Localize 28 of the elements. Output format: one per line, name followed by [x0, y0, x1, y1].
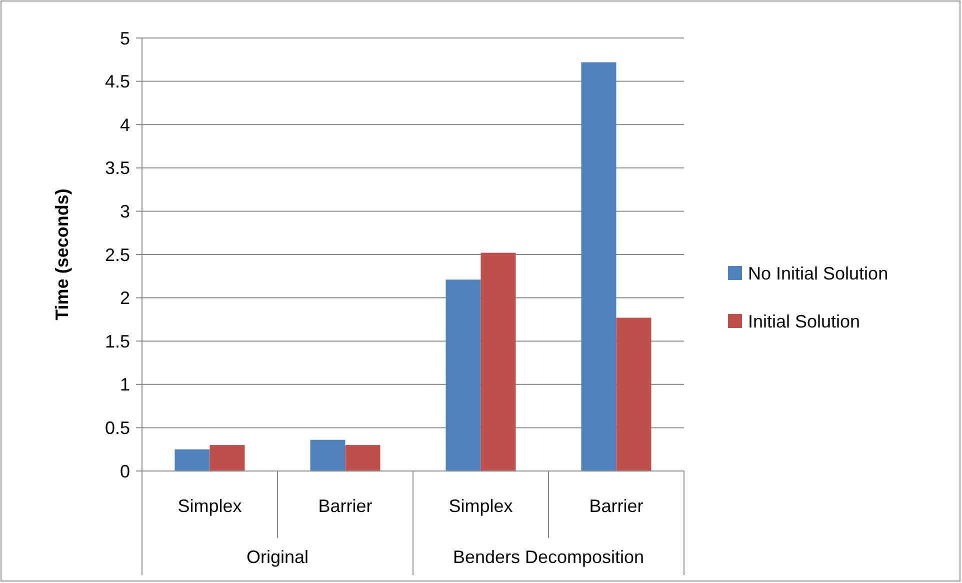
text: Benders Decomposition: [452, 547, 644, 567]
y-tick-label: 5: [120, 28, 130, 48]
y-tick-label: 0: [120, 461, 130, 482]
y-tick-label: 3.5: [104, 158, 130, 178]
bar: [480, 252, 516, 471]
bar: [345, 445, 380, 471]
x-tick-label: Simplex: [178, 496, 242, 516]
bar: [616, 318, 652, 471]
y-tick-label: 4: [120, 114, 130, 135]
y-tick-label: 3: [120, 202, 130, 222]
bar: [174, 449, 210, 471]
y-tick-label: 2: [120, 288, 130, 308]
legend-label: Initial Solution: [748, 311, 860, 332]
x-tick-label: Barrier: [318, 496, 372, 516]
bar: [446, 280, 481, 471]
x-tick-label: Simplex: [448, 496, 513, 516]
text: Original: [246, 547, 309, 567]
legend-label: No Initial Solution: [748, 263, 888, 284]
y-tick-label: 1.5: [104, 331, 130, 352]
y-tick-label: 0.5: [104, 418, 130, 438]
y-tick-label: 1: [120, 374, 130, 395]
y-axis-title: Time (seconds): [52, 188, 72, 320]
x-tick-label: Barrier: [589, 496, 644, 516]
bar: [210, 445, 245, 471]
bar: [310, 440, 346, 471]
y-tick-label: 4.5: [104, 72, 130, 92]
bar: [581, 62, 616, 471]
y-tick-label: 2.5: [104, 244, 130, 265]
